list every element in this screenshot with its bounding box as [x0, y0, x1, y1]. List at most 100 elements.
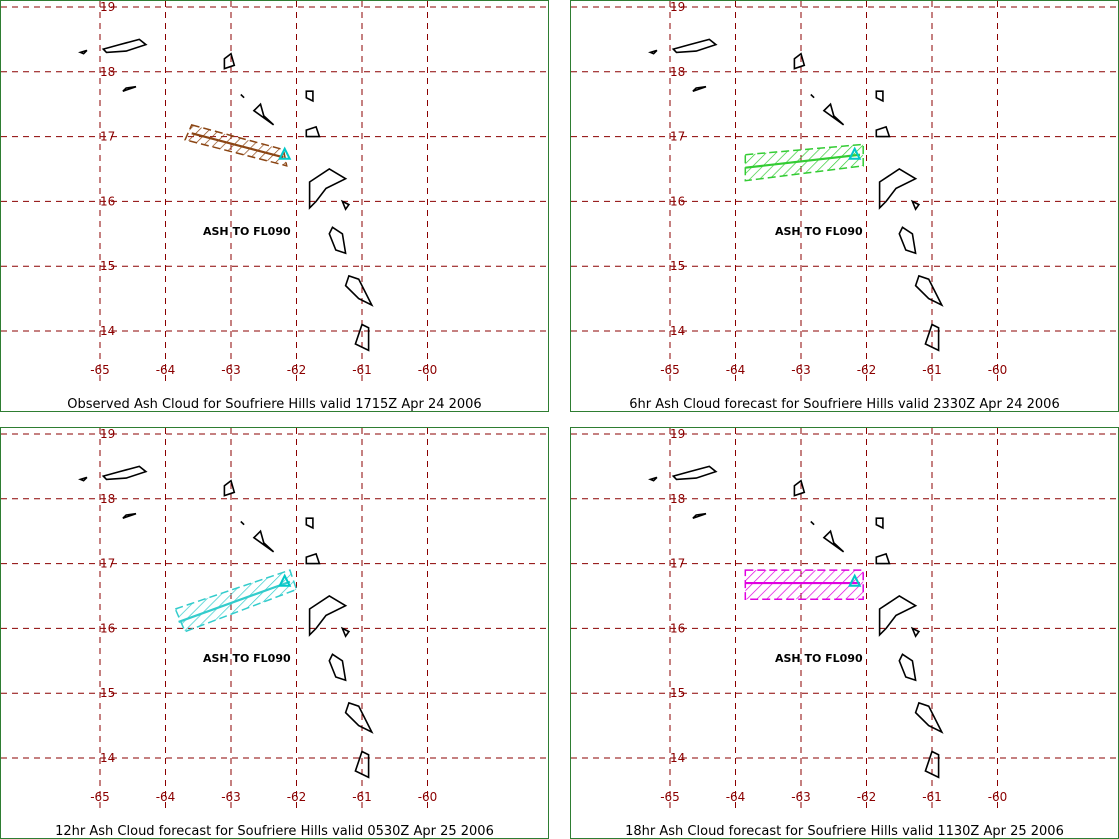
lon-tick-label: -61 [922, 790, 942, 804]
island-outline [910, 199, 921, 211]
island-outline [344, 701, 374, 734]
island-outline [671, 38, 718, 54]
island-outline [252, 529, 275, 553]
island-outline [648, 49, 658, 55]
panel-caption: 6hr Ash Cloud forecast for Soufriere Hil… [629, 397, 1060, 412]
island-outline [305, 552, 321, 565]
lat-tick-label: 17 [100, 557, 115, 571]
graticule [1, 1, 548, 381]
lat-tick-label: 17 [100, 130, 115, 144]
lat-tick-label: 16 [670, 621, 685, 635]
graticule [571, 1, 1118, 381]
island-outline [308, 168, 348, 210]
volcano-icon [848, 146, 862, 160]
island-outline [914, 274, 944, 307]
lon-tick-label: -62 [287, 363, 307, 377]
lat-tick-label: 19 [100, 1, 115, 14]
lon-tick-label: -63 [791, 790, 811, 804]
lon-tick-label: -62 [857, 363, 877, 377]
island-outline [305, 125, 321, 138]
panel-forecast-12hr: 19 18 17 16 15 14 -65 -64 -63 -62 -61 -60 ASH TO FL… [0, 427, 549, 839]
island-outline [308, 595, 348, 637]
coastlines [78, 465, 374, 779]
panel-caption: 12hr Ash Cloud forecast for Soufriere Hi… [55, 824, 494, 839]
lat-tick-label: 18 [670, 65, 685, 79]
island-outline [240, 520, 245, 526]
map-forecast-12hr: 19 18 17 16 15 14 -65 -64 -63 -62 -61 -60 [1, 428, 548, 808]
island-outline [898, 653, 917, 682]
island-outline [122, 85, 137, 92]
lon-tick-label: -65 [660, 363, 680, 377]
lat-tick-label: 14 [100, 324, 115, 338]
island-outline [328, 653, 347, 682]
island-outline [223, 479, 236, 497]
lat-tick-label: 18 [670, 492, 685, 506]
lon-tick-label: -61 [922, 363, 942, 377]
island-outline [671, 465, 718, 481]
lat-tick-label: 19 [670, 428, 685, 441]
lon-tick-label: -62 [857, 790, 877, 804]
coastlines [648, 38, 944, 352]
lon-tick-label: -64 [156, 790, 176, 804]
lon-tick-label: -65 [660, 790, 680, 804]
lat-tick-label: 14 [670, 324, 685, 338]
island-outline [692, 85, 707, 92]
island-outline [878, 168, 918, 210]
island-outline [914, 701, 944, 734]
island-outline [822, 529, 845, 553]
panel-forecast-6hr: 19 18 17 16 15 14 -65 -64 -63 -62 -61 -60 ASH TO FL… [570, 0, 1119, 412]
lat-tick-label: 16 [670, 194, 685, 208]
volcano-icon [278, 573, 292, 587]
island-outline [252, 102, 275, 126]
panel-forecast-18hr: 19 18 17 16 15 14 -65 -64 -63 -62 -61 -60 ASH TO FL… [570, 427, 1119, 839]
lon-tick-label: -64 [726, 790, 746, 804]
island-outline [101, 465, 148, 481]
ash-level-label: ASH TO FL090 [203, 225, 291, 238]
panel-caption: 18hr Ash Cloud forecast for Soufriere Hi… [625, 824, 1064, 839]
lat-tick-label: 16 [100, 194, 115, 208]
island-outline [692, 512, 707, 519]
island-outline [898, 226, 917, 255]
lat-tick-label: 18 [100, 492, 115, 506]
lon-tick-label: -60 [418, 790, 438, 804]
lon-tick-label: -61 [352, 790, 372, 804]
lon-tick-label: -60 [988, 790, 1008, 804]
island-outline [875, 517, 884, 530]
graticule [571, 428, 1118, 808]
ash-cloud-centerline [191, 132, 284, 159]
island-outline [793, 479, 806, 497]
lat-tick-label: 15 [100, 686, 115, 700]
map-forecast-18hr: 19 18 17 16 15 14 -65 -64 -63 -62 -61 -60 [571, 428, 1118, 808]
island-outline [344, 274, 374, 307]
lat-tick-label: 15 [670, 686, 685, 700]
island-outline [822, 102, 845, 126]
lon-tick-label: -63 [221, 363, 241, 377]
graticule [1, 428, 548, 808]
lon-tick-label: -62 [287, 790, 307, 804]
island-outline [924, 323, 940, 352]
island-outline [910, 626, 921, 638]
coastlines [648, 465, 944, 779]
island-outline [340, 626, 351, 638]
ash-cloud-area [744, 143, 864, 182]
island-outline [648, 476, 658, 482]
island-outline [878, 595, 918, 637]
island-outline [78, 476, 88, 482]
map-forecast-6hr: 19 18 17 16 15 14 -65 -64 -63 -62 -61 -60 [571, 1, 1118, 381]
island-outline [810, 93, 815, 99]
island-outline [78, 49, 88, 55]
lat-tick-label: 19 [100, 428, 115, 441]
lat-tick-label: 19 [670, 1, 685, 14]
lon-tick-label: -64 [726, 363, 746, 377]
island-outline [240, 93, 245, 99]
lat-tick-label: 18 [100, 65, 115, 79]
lon-tick-label: -63 [791, 363, 811, 377]
volcano-icon [848, 573, 862, 587]
island-outline [305, 517, 314, 530]
island-outline [793, 52, 806, 70]
lon-tick-label: -64 [156, 363, 176, 377]
lon-tick-label: -61 [352, 363, 372, 377]
lat-tick-label: 17 [670, 557, 685, 571]
island-outline [875, 125, 891, 138]
lat-tick-label: 16 [100, 621, 115, 635]
